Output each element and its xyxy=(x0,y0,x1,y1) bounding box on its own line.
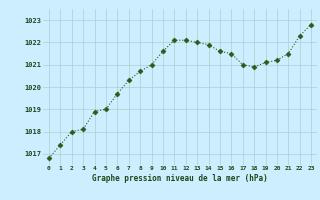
X-axis label: Graphe pression niveau de la mer (hPa): Graphe pression niveau de la mer (hPa) xyxy=(92,174,268,183)
